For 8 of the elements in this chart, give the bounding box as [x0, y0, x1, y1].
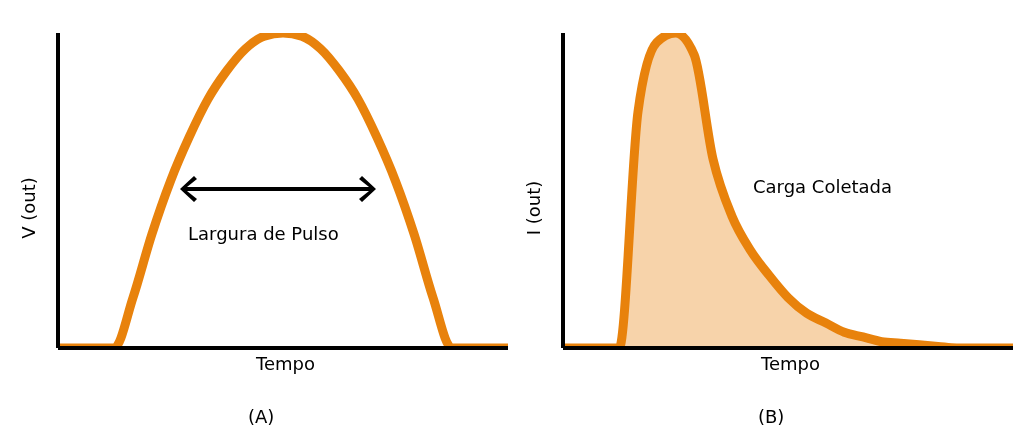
annotation: Carga Coletada: [753, 176, 893, 197]
text: (B): [758, 406, 785, 427]
x-axis-title: Tempo: [760, 353, 821, 374]
y-axis-title: I (out): [522, 180, 544, 236]
y-axis-title: V (out): [17, 177, 39, 239]
text: (A): [248, 406, 275, 427]
x-axis-title: Tempo: [255, 353, 316, 374]
annotation: Largura de Pulso: [188, 223, 339, 244]
